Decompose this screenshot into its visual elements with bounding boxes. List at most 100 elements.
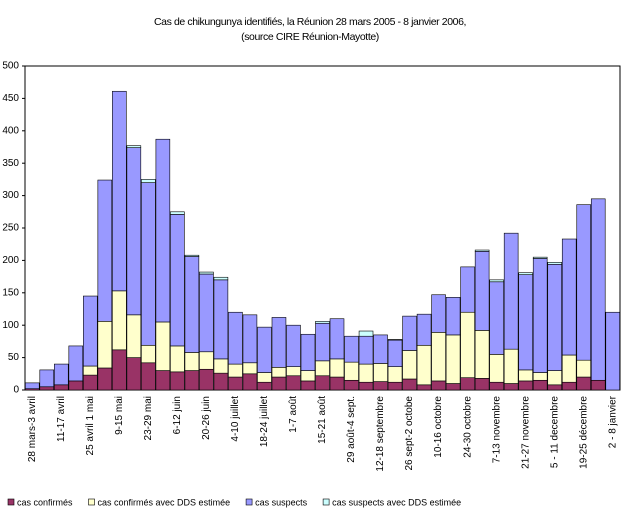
bar-segment — [576, 376, 591, 391]
x-tick-label: 29 août-4 sept. — [346, 396, 357, 463]
bar-segment — [39, 369, 55, 388]
bar-segment — [184, 352, 200, 371]
bar-segment — [503, 232, 519, 350]
bar-segment — [547, 370, 562, 386]
bar-segment — [547, 384, 562, 391]
chart-subtitle: (source CIRE Réunion-Mayotte) — [241, 31, 379, 43]
legend-swatch — [7, 498, 15, 506]
bar-segment — [24, 382, 40, 390]
y-tick-label: 100 — [2, 320, 19, 331]
bar-segment — [242, 314, 258, 364]
bar-segment — [141, 344, 156, 364]
bar-segment — [358, 381, 374, 391]
bar-segment — [271, 317, 287, 368]
legend-label: cas confirmés avec DDS estimée — [98, 497, 231, 507]
bar-segment — [286, 324, 301, 367]
bar-segment — [460, 266, 475, 313]
bar-segment — [228, 311, 243, 365]
y-tick-label: 200 — [2, 255, 19, 266]
bar-segment — [155, 370, 171, 391]
bar-segment — [228, 363, 243, 378]
bar-segment — [518, 380, 533, 391]
bar-segment — [315, 360, 330, 377]
legend-label: cas suspects — [255, 497, 308, 507]
y-tick-label: 300 — [2, 190, 19, 201]
bar-segment — [126, 145, 142, 148]
bar-segment — [532, 256, 548, 259]
chart-title: Cas de chikungunya identifiés, la Réunio… — [154, 16, 466, 28]
bar-segment — [474, 249, 490, 252]
bar-segment — [228, 376, 243, 391]
bar-segment — [532, 372, 548, 381]
bar-segment — [126, 147, 142, 316]
bar-segment — [489, 279, 504, 283]
x-tick-label: 12-18 septembre — [375, 396, 386, 472]
bar-segment — [561, 354, 577, 383]
bar-segment — [590, 379, 606, 391]
bar-segment — [445, 383, 461, 391]
bar-segment — [358, 335, 374, 365]
bar-segment — [532, 258, 548, 373]
bar-segment — [170, 211, 185, 215]
bar-segment — [126, 357, 142, 391]
bar-segment — [257, 381, 272, 391]
bar-segment — [402, 315, 417, 351]
bar-segment — [213, 372, 229, 391]
y-tick-label: 350 — [2, 158, 19, 169]
bar-segment — [518, 274, 533, 371]
bar-segment — [300, 370, 316, 382]
x-tick-label: 7-13 novembre — [491, 396, 502, 464]
bar-segment — [271, 367, 287, 378]
y-tick-label: 400 — [2, 125, 19, 136]
bar-segment — [170, 214, 185, 347]
x-tick-label: 18-24 juillet — [259, 396, 270, 447]
bar-segment — [503, 383, 519, 391]
x-tick-label: 6-12 juin — [172, 396, 183, 434]
bar-segment — [83, 365, 98, 376]
bar-segment — [141, 362, 156, 391]
y-tick-label: 450 — [2, 93, 19, 104]
bar-segment — [590, 198, 606, 381]
x-tick-label: 2 - 8 janvier — [607, 395, 618, 448]
bar-segment — [474, 330, 490, 379]
bar-segment — [561, 381, 577, 391]
bar-segment — [344, 335, 359, 363]
bar-segment — [315, 322, 330, 362]
bar-segment — [489, 381, 504, 391]
bar-segment — [460, 311, 475, 378]
x-tick-label: 4-10 juillet — [230, 396, 241, 442]
bar-segment — [576, 204, 591, 361]
bar-segment — [97, 179, 113, 322]
bar-segment — [170, 371, 185, 391]
bar-segment — [199, 273, 214, 353]
bar-segment — [257, 372, 272, 383]
bar-segment — [329, 358, 345, 378]
bar-segment — [416, 313, 432, 346]
x-tick-label: 24-30 octobre — [462, 396, 473, 458]
bar-segment — [271, 376, 287, 391]
bar-segment — [242, 362, 258, 375]
x-tick-label: 20-26 juin — [201, 396, 212, 440]
bar-segment — [605, 311, 621, 391]
bar-segment — [547, 263, 562, 371]
bar-segment — [199, 351, 214, 370]
y-tick-label: 0 — [13, 385, 19, 396]
bar-segment — [141, 182, 156, 346]
bar-segment — [576, 359, 591, 378]
y-tick-label: 250 — [2, 223, 19, 234]
legend-swatch — [322, 498, 330, 506]
bar-segment — [68, 380, 84, 391]
x-tick-label: 26 sept-2 octobe — [404, 396, 415, 471]
bar-segment — [199, 271, 214, 275]
bar-segment — [387, 366, 403, 383]
x-tick-label: 15-21 août — [317, 396, 328, 444]
bar-segment — [358, 363, 374, 383]
bar-segment — [489, 354, 504, 383]
bar-segment — [83, 295, 98, 367]
bar-segment — [387, 339, 403, 341]
bar-segment — [532, 379, 548, 391]
x-tick-label: 28 mars-3 avril — [27, 396, 38, 462]
x-tick-label: 9-15 mai — [114, 396, 125, 435]
legend-label: cas confirmés — [17, 497, 73, 507]
bar-segment — [286, 375, 301, 391]
